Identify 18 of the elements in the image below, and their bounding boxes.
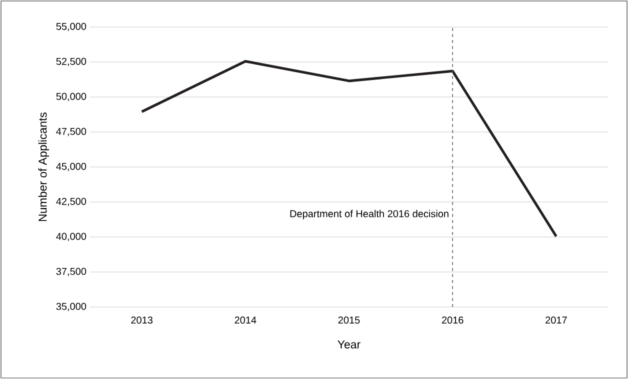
- y-tick-label: 42,500: [56, 198, 86, 206]
- ref-line-label: Department of Health 2016 decision: [290, 210, 448, 220]
- x-axis-title: Year: [338, 340, 360, 348]
- y-tick-label: 35,000: [56, 302, 86, 312]
- y-tick-label: 52,500: [56, 58, 86, 66]
- x-tick-label: 2014: [234, 316, 256, 324]
- y-tick-label: 40,000: [56, 232, 86, 242]
- y-tick-label: 45,000: [56, 162, 86, 172]
- x-tick-label: 2015: [338, 316, 360, 324]
- y-tick-label: 50,000: [56, 92, 86, 102]
- y-axis-title: Number of Applicants: [38, 112, 50, 222]
- y-tick-label: 47,500: [56, 128, 86, 136]
- x-tick-label: 2013: [131, 316, 152, 324]
- x-tick-label: 2016: [442, 316, 464, 324]
- y-tick-label: 55,000: [56, 22, 86, 32]
- line-series: [140, 60, 558, 238]
- x-tick-label: 2017: [546, 316, 567, 324]
- y-tick-label: 37,500: [56, 268, 86, 276]
